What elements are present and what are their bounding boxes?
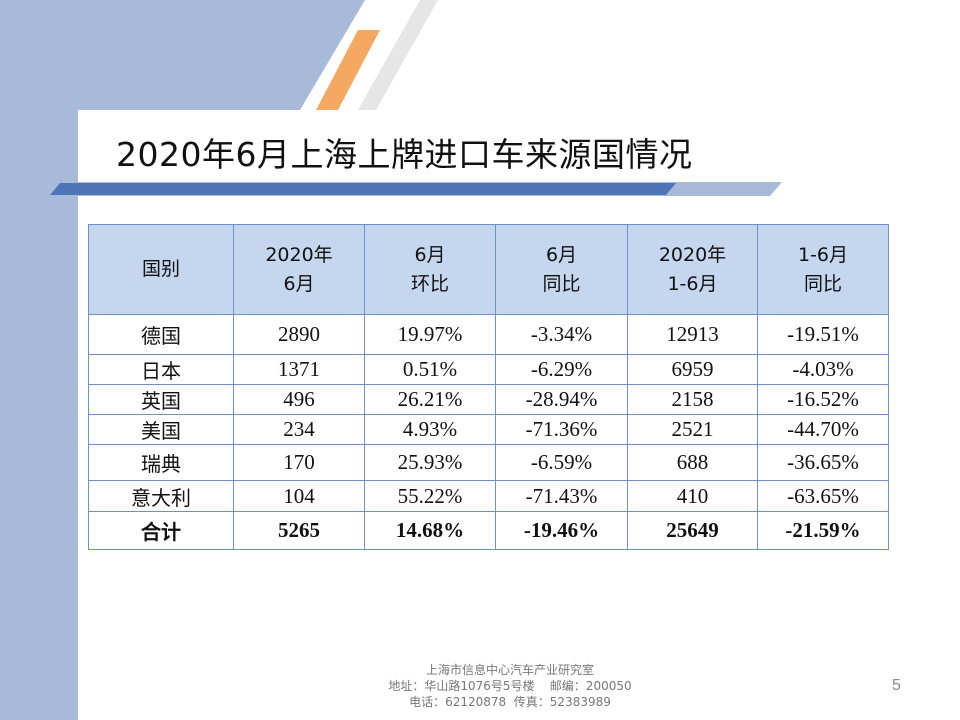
cell-june-yoy: -6.59% [495,444,628,481]
cell-june-mom: 26.21% [364,384,496,415]
footer-address: 地址：华山路1076号5号楼 邮编：200050 [388,679,632,693]
cell-h1-units: 410 [627,480,758,512]
cell-h1-units: 688 [627,444,758,481]
title-bar-dark [50,183,676,195]
cell-h1-yoy: -4.03% [757,354,889,385]
footer-org: 上海市信息中心汽车产业研究室 [425,663,594,677]
cell-total-h1-units: 25649 [627,511,758,550]
cell-h1-yoy: -44.70% [757,414,889,445]
table-row: 日本 1371 0.51% -6.29% 6959 -4.03% [88,354,889,385]
top-blue-wedge [78,0,365,110]
header-june-mom: 6月 环比 [364,224,496,315]
cell-june-mom: 4.93% [364,414,496,445]
cell-june-yoy: -28.94% [495,384,628,415]
cell-h1-yoy: -19.51% [757,314,889,355]
table-row: 瑞典 170 25.93% -6.59% 688 -36.65% [88,444,889,481]
side-band [0,0,78,720]
cell-h1-yoy: -16.52% [757,384,889,415]
header-june-yoy: 6月 同比 [495,224,628,315]
cell-h1-yoy: -36.65% [757,444,889,481]
header-h1-yoy: 1-6月 同比 [757,224,889,315]
cell-june-mom: 55.22% [364,480,496,512]
table-row: 意大利 104 55.22% -71.43% 410 -63.65% [88,480,889,512]
cell-country: 瑞典 [88,444,234,481]
cell-june-mom: 19.97% [364,314,496,355]
import-source-table: 国别 2020年 6月 6月 环比 6月 同比 2020年 1-6月 1-6月 同比 德国… [88,224,889,550]
table-row: 美国 234 4.93% -71.36% 2521 -44.70% [88,414,889,445]
page-number: 5 [892,677,901,694]
cell-total-june-yoy: -19.46% [495,511,628,550]
top-left-band [0,0,78,110]
cell-june-yoy: -3.34% [495,314,628,355]
top-decoration [0,0,438,110]
cell-june-units: 234 [233,414,365,445]
cell-june-yoy: -71.36% [495,414,628,445]
cell-h1-yoy: -63.65% [757,480,889,512]
cell-june-units: 170 [233,444,365,481]
table-row: 英国 496 26.21% -28.94% 2158 -16.52% [88,384,889,415]
cell-country: 意大利 [88,480,234,512]
footer-contact: 上海市信息中心汽车产业研究室 地址：华山路1076号5号楼 邮编：200050 … [360,662,660,710]
header-country: 国别 [88,224,234,315]
cell-country: 美国 [88,414,234,445]
cell-country: 英国 [88,384,234,415]
cell-june-yoy: -6.29% [495,354,628,385]
title-underline-bar [40,182,782,196]
cell-total-june-mom: 14.68% [364,511,496,550]
cell-h1-units: 2521 [627,414,758,445]
cell-total-june-units: 5265 [233,511,365,550]
cell-june-units: 496 [233,384,365,415]
orange-stripe [316,30,380,110]
table-header-row: 国别 2020年 6月 6月 环比 6月 同比 2020年 1-6月 1-6月 同比 [88,224,889,315]
cell-june-units: 2890 [233,314,365,355]
cell-h1-units: 6959 [627,354,758,385]
table-row: 德国 2890 19.97% -3.34% 12913 -19.51% [88,314,889,355]
footer-phone: 电话：62120878 传真：52383989 [409,695,611,709]
cell-country: 德国 [88,314,234,355]
cell-june-mom: 25.93% [364,444,496,481]
table-total-row: 合计 5265 14.68% -19.46% 25649 -21.59% [88,511,889,550]
cell-h1-units: 2158 [627,384,758,415]
grey-stripe [358,0,438,110]
cell-june-yoy: -71.43% [495,480,628,512]
cell-total-h1-yoy: -21.59% [757,511,889,550]
cell-country: 日本 [88,354,234,385]
header-2020-june: 2020年 6月 [233,224,365,315]
cell-h1-units: 12913 [627,314,758,355]
cell-june-units: 104 [233,480,365,512]
cell-june-mom: 0.51% [364,354,496,385]
cell-june-units: 1371 [233,354,365,385]
cell-total-label: 合计 [88,511,234,550]
slide-title: 2020年6月上海上牌进口车来源国情况 [116,135,693,174]
header-2020-h1: 2020年 1-6月 [627,224,758,315]
